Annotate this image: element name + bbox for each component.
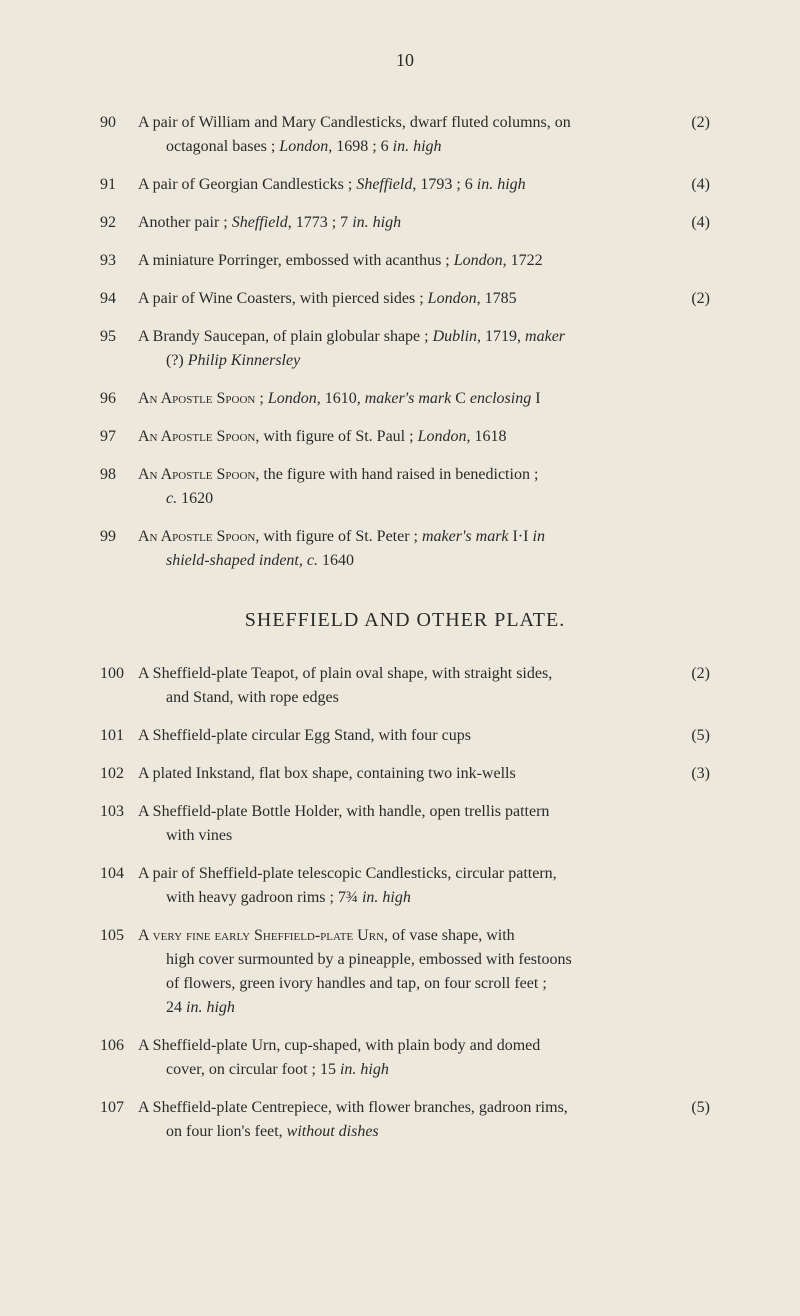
- entry-count: [670, 249, 710, 273]
- entry-text: A plated Inkstand, flat box shape, conta…: [138, 762, 670, 786]
- entry-count: (4): [670, 173, 710, 197]
- page-number: 10: [100, 50, 710, 71]
- catalog-entry: 103A Sheffield-plate Bottle Holder, with…: [100, 800, 710, 848]
- entry-text: A Sheffield-plate Centrepiece, with flow…: [138, 1096, 670, 1144]
- catalog-entry: 93A miniature Porringer, embossed with a…: [100, 249, 710, 273]
- catalog-entry: 101A Sheffield-plate circular Egg Stand,…: [100, 724, 710, 748]
- entry-text: A Brandy Saucepan, of plain globular sha…: [138, 325, 670, 373]
- entry-count: (2): [670, 287, 710, 311]
- entry-text: A Sheffield-plate circular Egg Stand, wi…: [138, 724, 670, 748]
- catalog-entry: 91A pair of Georgian Candlesticks ; Shef…: [100, 173, 710, 197]
- entry-text: An Apostle Spoon, with figure of St. Pet…: [138, 525, 670, 573]
- entry-count: (4): [670, 211, 710, 235]
- entry-text: A Sheffield-plate Bottle Holder, with ha…: [138, 800, 670, 848]
- entry-number: 98: [100, 463, 138, 511]
- entry-count: [670, 387, 710, 411]
- entry-count: (5): [670, 724, 710, 748]
- catalog-entry: 96An Apostle Spoon ; London, 1610, maker…: [100, 387, 710, 411]
- entry-count: [670, 425, 710, 449]
- catalog-entry: 99An Apostle Spoon, with figure of St. P…: [100, 525, 710, 573]
- entry-number: 100: [100, 662, 138, 710]
- catalog-entry: 105A very fine early Sheffield-plate Urn…: [100, 924, 710, 1020]
- entry-count: [670, 463, 710, 511]
- entries-top: 90A pair of William and Mary Candlestick…: [100, 111, 710, 573]
- entry-count: [670, 924, 710, 1020]
- entry-number: 94: [100, 287, 138, 311]
- entry-text: An Apostle Spoon, the figure with hand r…: [138, 463, 670, 511]
- entry-count: [670, 325, 710, 373]
- document-page: 10 90A pair of William and Mary Candlest…: [0, 0, 800, 1198]
- entry-number: 96: [100, 387, 138, 411]
- entry-text: A pair of Georgian Candlesticks ; Sheffi…: [138, 173, 670, 197]
- catalog-entry: 92Another pair ; Sheffield, 1773 ; 7 in.…: [100, 211, 710, 235]
- entries-bottom: 100A Sheffield-plate Teapot, of plain ov…: [100, 662, 710, 1144]
- entry-number: 99: [100, 525, 138, 573]
- entry-number: 104: [100, 862, 138, 910]
- entry-text: Another pair ; Sheffield, 1773 ; 7 in. h…: [138, 211, 670, 235]
- catalog-entry: 100A Sheffield-plate Teapot, of plain ov…: [100, 662, 710, 710]
- catalog-entry: 104A pair of Sheffield-plate telescopic …: [100, 862, 710, 910]
- entry-text: A Sheffield-plate Teapot, of plain oval …: [138, 662, 670, 710]
- entry-text: A pair of William and Mary Candlesticks,…: [138, 111, 670, 159]
- entry-text: A pair of Sheffield-plate telescopic Can…: [138, 862, 670, 910]
- catalog-entry: 106A Sheffield-plate Urn, cup-shaped, wi…: [100, 1034, 710, 1082]
- catalog-entry: 94A pair of Wine Coasters, with pierced …: [100, 287, 710, 311]
- entry-number: 97: [100, 425, 138, 449]
- entry-number: 101: [100, 724, 138, 748]
- section-heading: SHEFFIELD AND OTHER PLATE.: [100, 609, 710, 632]
- entry-count: (2): [670, 662, 710, 710]
- entry-number: 106: [100, 1034, 138, 1082]
- entry-count: (5): [670, 1096, 710, 1144]
- entry-text: A pair of Wine Coasters, with pierced si…: [138, 287, 670, 311]
- entry-count: [670, 525, 710, 573]
- entry-count: (3): [670, 762, 710, 786]
- entry-number: 92: [100, 211, 138, 235]
- entry-text: A Sheffield-plate Urn, cup-shaped, with …: [138, 1034, 670, 1082]
- entry-number: 90: [100, 111, 138, 159]
- entry-text: A very fine early Sheffield-plate Urn, o…: [138, 924, 670, 1020]
- entry-number: 95: [100, 325, 138, 373]
- entry-count: [670, 1034, 710, 1082]
- entry-count: [670, 800, 710, 848]
- catalog-entry: 102A plated Inkstand, flat box shape, co…: [100, 762, 710, 786]
- entry-count: (2): [670, 111, 710, 159]
- catalog-entry: 95A Brandy Saucepan, of plain globular s…: [100, 325, 710, 373]
- entry-number: 107: [100, 1096, 138, 1144]
- catalog-entry: 97An Apostle Spoon, with figure of St. P…: [100, 425, 710, 449]
- entry-text: An Apostle Spoon, with figure of St. Pau…: [138, 425, 670, 449]
- entry-number: 91: [100, 173, 138, 197]
- entry-text: An Apostle Spoon ; London, 1610, maker's…: [138, 387, 670, 411]
- catalog-entry: 98An Apostle Spoon, the figure with hand…: [100, 463, 710, 511]
- entry-text: A miniature Porringer, embossed with aca…: [138, 249, 670, 273]
- entry-number: 102: [100, 762, 138, 786]
- catalog-entry: 107A Sheffield-plate Centrepiece, with f…: [100, 1096, 710, 1144]
- catalog-entry: 90A pair of William and Mary Candlestick…: [100, 111, 710, 159]
- entry-number: 93: [100, 249, 138, 273]
- entry-number: 105: [100, 924, 138, 1020]
- entry-count: [670, 862, 710, 910]
- entry-number: 103: [100, 800, 138, 848]
